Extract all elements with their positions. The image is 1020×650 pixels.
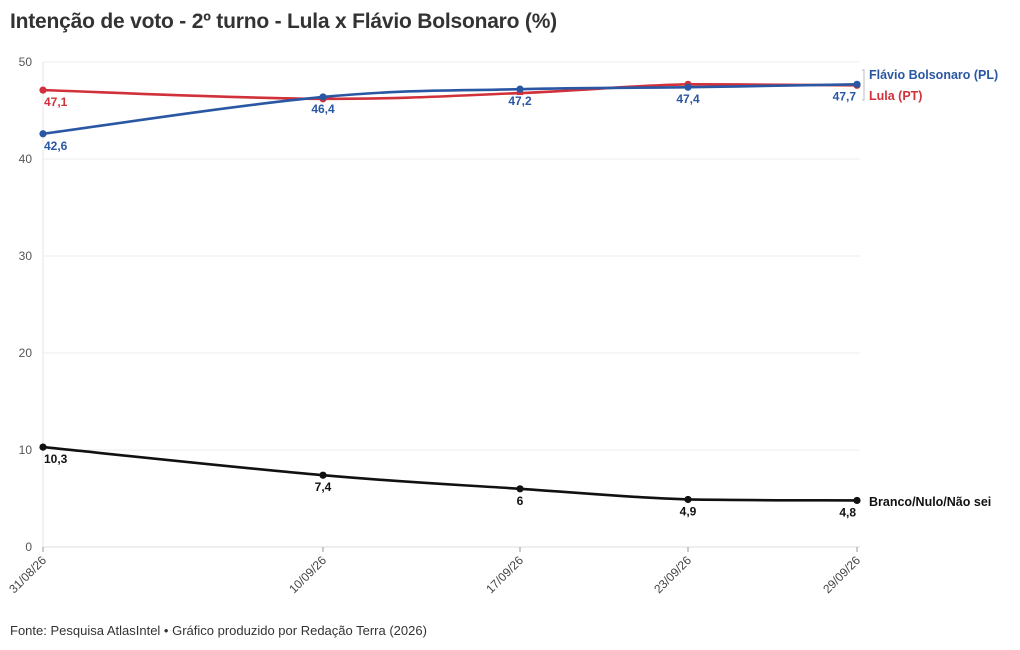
data-label-flavio: 46,4 (311, 102, 335, 116)
y-tick-label: 30 (19, 249, 33, 263)
series-branco (39, 443, 861, 505)
legend-label-branco: Branco/Nulo/Não sei (869, 495, 991, 509)
data-label-flavio: 42,6 (44, 139, 68, 153)
y-tick-label: 0 (25, 540, 32, 554)
x-tick-label: 23/09/26 (651, 553, 694, 596)
x-tick-label: 10/09/26 (286, 553, 329, 596)
y-tick-label: 20 (19, 346, 33, 360)
data-label-branco: 4,8 (839, 505, 856, 519)
data-point-flavio (853, 80, 861, 88)
legend-label-lula: Lula (PT) (869, 89, 922, 103)
data-label-flavio: 47,7 (833, 89, 857, 103)
series-flavio (39, 80, 861, 138)
data-point-branco (319, 471, 327, 479)
legend-bracket (862, 69, 865, 101)
source-footer: Fonte: Pesquisa AtlasIntel • Gráfico pro… (10, 623, 427, 638)
data-point-branco (684, 495, 692, 504)
x-axis: 31/08/26 10/09/26 17/09/26 23/09/26 29/09/26 (6, 547, 863, 596)
data-point-flavio (39, 130, 47, 138)
data-point-branco (516, 485, 524, 493)
data-label-branco: 4,9 (680, 504, 697, 518)
y-tick-label: 50 (19, 55, 33, 69)
data-label-branco: 10,3 (44, 452, 68, 466)
data-point-flavio (516, 85, 524, 93)
data-point-flavio (319, 93, 327, 101)
series-line-branco (41, 445, 859, 502)
data-point-branco (39, 443, 47, 451)
gridlines (43, 61, 860, 548)
data-label-lula: 47,1 (44, 95, 68, 109)
data-label-branco: 6 (517, 494, 524, 508)
x-tick-label: 31/08/26 (6, 553, 49, 596)
data-point-branco (853, 496, 861, 505)
data-point-lula (39, 86, 47, 94)
data-label-flavio: 47,2 (508, 94, 532, 108)
y-tick-label: 10 (19, 443, 33, 457)
x-tick-label: 29/09/26 (820, 553, 863, 596)
y-tick-label: 40 (19, 152, 33, 166)
chart-title: Intenção de voto - 2º turno - Lula x Flá… (10, 10, 557, 33)
data-label-flavio: 47,4 (676, 92, 700, 106)
legend: Flávio Bolsonaro (PL) Lula (PT) Branco/Nul… (862, 68, 998, 509)
series-line-lula (41, 83, 859, 101)
data-point-flavio (684, 83, 692, 91)
series-line-flavio (41, 83, 859, 136)
data-labels: 42,6 46,4 47,2 47,4 47,7 47,1 10,3 7,4 6 4,9 4,8 (43, 88, 858, 521)
legend-label-flavio: Flávio Bolsonaro (PL) (869, 68, 998, 82)
x-tick-label: 17/09/26 (483, 553, 526, 596)
data-label-branco: 7,4 (315, 480, 332, 494)
y-axis: 0 10 20 30 40 50 (19, 55, 44, 554)
